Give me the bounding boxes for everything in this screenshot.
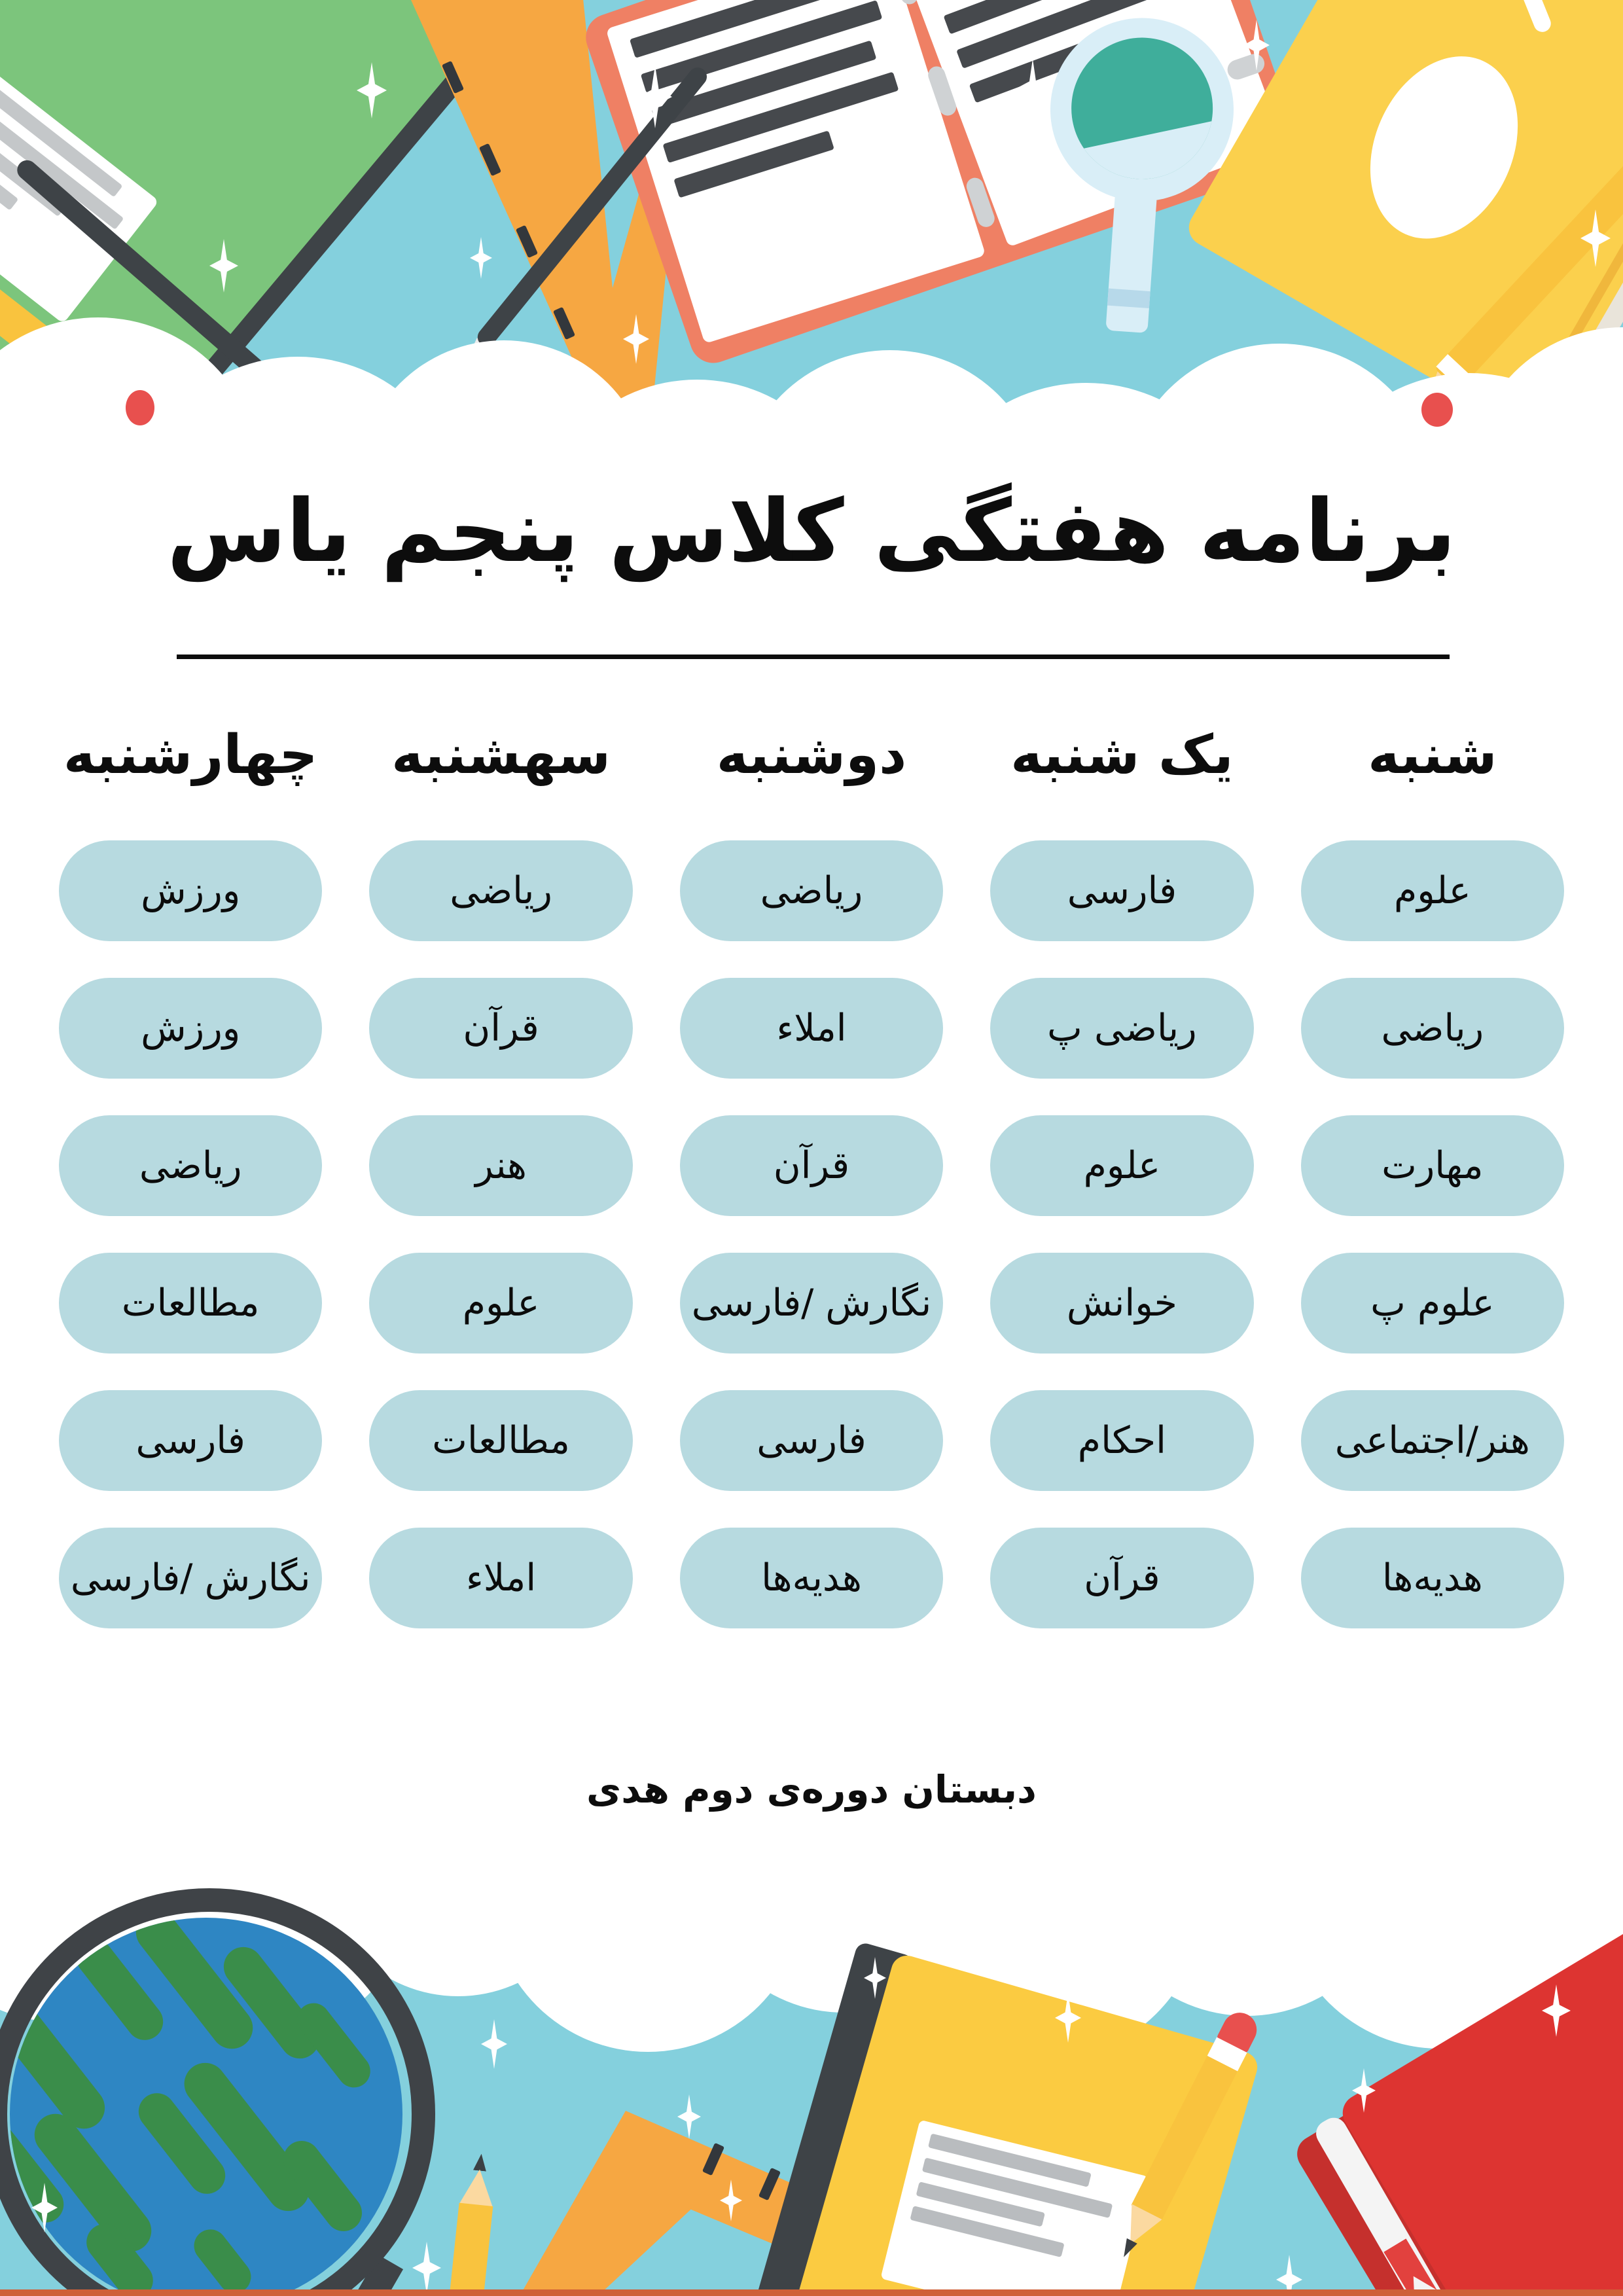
globe-sphere <box>10 1918 402 2296</box>
subject-cell: هدیه‌ها <box>1300 1528 1564 1628</box>
day-column-5: چهارشنبه ورزش ورزش ریاضی مطالعات فارسی نگارش /… <box>58 706 323 1628</box>
day-column-4: سهشنبه ریاضی قرآن هنر علوم مطالعات املاء <box>369 706 633 1628</box>
red-dot-icon <box>1421 393 1453 427</box>
landmass <box>187 2223 258 2296</box>
subject-cell: علوم <box>369 1253 633 1354</box>
red-dot-icon <box>126 390 154 425</box>
day-column-1: شنبه علوم ریاضی مهارت علوم پ هنر/اجتماعی هدیه‌… <box>1300 706 1564 1628</box>
subject-cell: هنر/اجتماعی <box>1300 1390 1564 1491</box>
schedule-table: شنبه علوم ریاضی مهارت علوم پ هنر/اجتماعی هدیه‌… <box>58 706 1564 1628</box>
subject-cell: قرآن <box>990 1528 1254 1628</box>
day-column-2: یک شنبه فارسی ریاضی پ علوم خوانش احکام قرآن <box>990 706 1254 1628</box>
subject-cell: ورزش <box>58 840 323 941</box>
day-header: چهارشنبه <box>63 723 318 786</box>
subject-cell: احکام <box>990 1390 1254 1491</box>
subject-cell: علوم پ <box>1300 1253 1564 1354</box>
title-divider <box>177 655 1450 659</box>
pencil-lead <box>473 2153 488 2172</box>
magnifier-handle-band <box>1107 288 1150 309</box>
subject-cell: قرآن <box>369 978 633 1079</box>
subject-cell: املاء <box>679 978 944 1079</box>
subject-cell: فارسی <box>679 1390 944 1491</box>
subject-cell: مطالعات <box>58 1253 323 1354</box>
subject-cell: ریاضی پ <box>990 978 1254 1079</box>
subject-cell: هنر <box>369 1115 633 1216</box>
subject-cell: هدیه‌ها <box>679 1528 944 1628</box>
subject-cell: خوانش <box>990 1253 1254 1354</box>
bottom-edge-strip <box>0 2289 1623 2296</box>
subject-cell: املاء <box>369 1528 633 1628</box>
magnifier-handle <box>1105 190 1158 333</box>
subject-cell: ریاضی <box>58 1115 323 1216</box>
subject-cell: مهارت <box>1300 1115 1564 1216</box>
day-header: سهشنبه <box>391 723 611 786</box>
subject-cell: نگارش /فارسی <box>679 1253 944 1354</box>
page-title: برنامه هفتگی کلاس پنجم یاس <box>167 481 1456 582</box>
subject-cell: مطالعات <box>369 1390 633 1491</box>
subject-cell: ورزش <box>58 978 323 1079</box>
pencil-lead <box>1118 2238 1137 2260</box>
day-header: شنبه <box>1368 723 1497 786</box>
subject-cell: قرآن <box>679 1115 944 1216</box>
subject-cell: ریاضی <box>1300 978 1564 1079</box>
subject-cell: فارسی <box>990 840 1254 941</box>
pencil-wood <box>459 2168 497 2208</box>
lens-glare <box>1066 118 1218 184</box>
subject-cell: نگارش /فارسی <box>58 1528 323 1628</box>
day-header: دوشنبه <box>716 723 907 786</box>
subject-cell: فارسی <box>58 1390 323 1491</box>
day-column-3: دوشنبه ریاضی املاء قرآن نگارش /فارسی فارسی هدی… <box>679 706 944 1628</box>
school-name: دبستان دوره‌ی دوم هدی <box>586 1767 1037 1812</box>
day-header: یک شنبه <box>1010 723 1234 786</box>
subject-cell: علوم <box>1300 840 1564 941</box>
subject-cell: ریاضی <box>369 840 633 941</box>
subject-cell: علوم <box>990 1115 1254 1216</box>
subject-cell: ریاضی <box>679 840 944 941</box>
